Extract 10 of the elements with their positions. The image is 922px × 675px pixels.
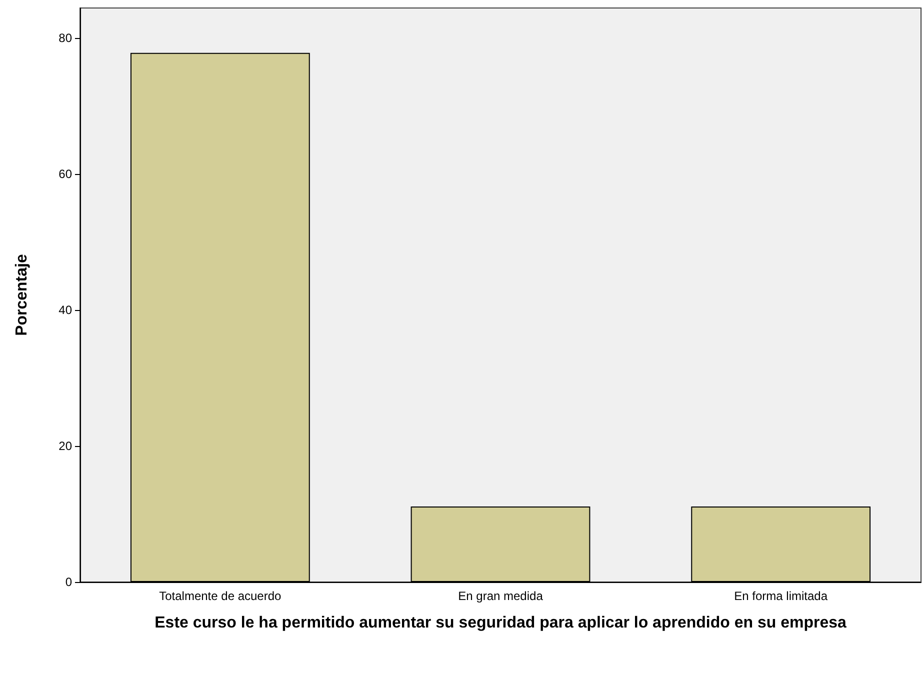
- y-tick-label: 60: [58, 166, 72, 181]
- y-axis-title: Porcentaje: [14, 254, 30, 336]
- x-tick-label: En gran medida: [458, 589, 544, 603]
- y-tick-label: 80: [58, 30, 72, 45]
- y-tick-label: 20: [58, 438, 72, 453]
- y-tick-label: 0: [65, 575, 72, 589]
- y-tick-label: 40: [58, 302, 72, 317]
- x-tick-label: Totalmente de acuerdo: [159, 589, 282, 603]
- x-tick-label: En forma limitada: [734, 589, 828, 603]
- x-axis-title: Este curso le ha permitido aumentar su seguridad para aplicar lo aprendido en su empresa: [154, 614, 846, 632]
